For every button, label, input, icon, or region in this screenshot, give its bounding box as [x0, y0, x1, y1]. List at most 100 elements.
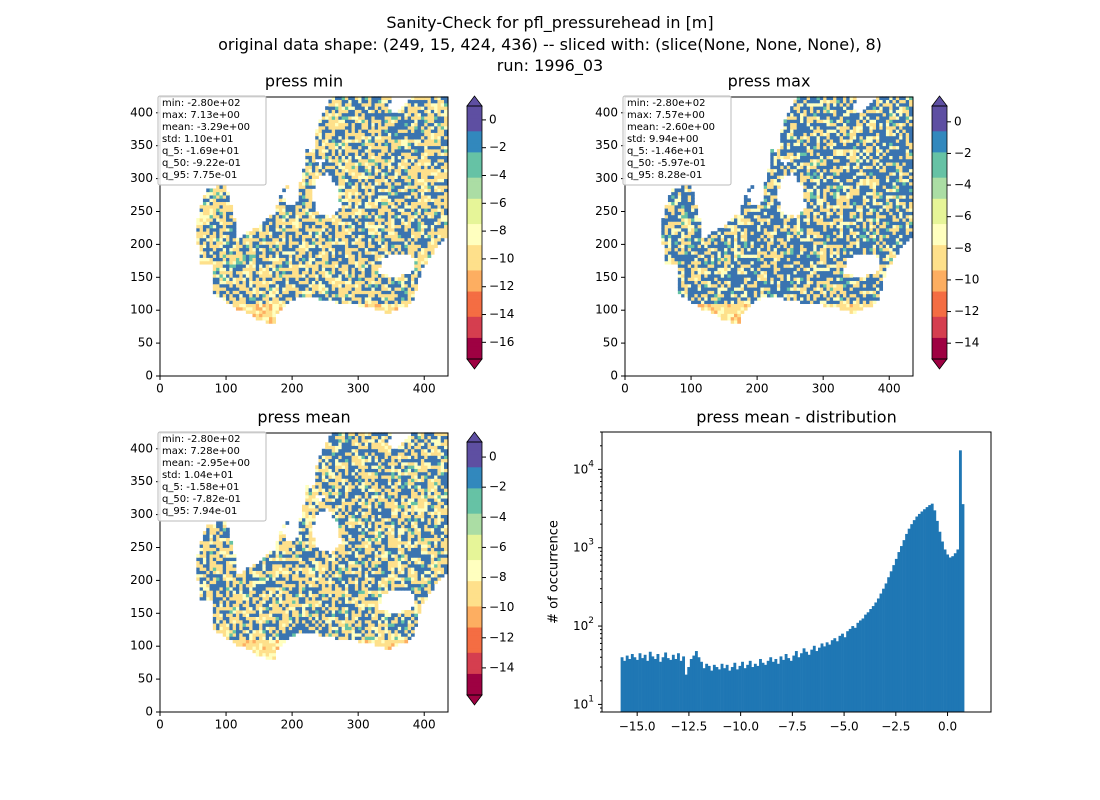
map-cell — [437, 96, 442, 101]
map-cell — [760, 231, 765, 235]
map-cell — [677, 211, 682, 216]
map-cell — [404, 201, 409, 206]
map-cell — [763, 244, 768, 249]
map-cell — [796, 283, 801, 288]
map-cell — [364, 300, 369, 305]
map-cell — [417, 227, 422, 232]
map-cell — [377, 290, 382, 295]
map-cell — [302, 224, 306, 229]
map-cell — [724, 267, 728, 272]
map-cell — [321, 224, 326, 229]
map-cell — [351, 119, 356, 124]
map-cell — [354, 293, 359, 298]
map-cell — [730, 320, 735, 324]
map-cell — [437, 162, 442, 166]
map-cell — [800, 135, 804, 140]
map-cell — [714, 293, 718, 298]
map-cell — [737, 313, 741, 318]
map-cell — [677, 227, 682, 232]
map-cell — [196, 224, 201, 229]
map-cell — [757, 290, 761, 295]
map-cell — [720, 293, 725, 298]
map-cell — [209, 201, 214, 206]
map-cell — [212, 211, 217, 216]
map-cell — [707, 293, 712, 298]
map-cell — [377, 277, 382, 281]
map-cell — [763, 290, 768, 295]
map-cell — [770, 280, 775, 285]
map-cell — [262, 267, 267, 272]
map-cell — [767, 270, 771, 275]
map-cell — [344, 168, 349, 173]
map-cell — [377, 102, 382, 107]
map-cell — [288, 274, 293, 278]
map-cell — [737, 270, 741, 275]
map-cell — [674, 231, 679, 235]
map-cell — [285, 244, 290, 249]
map-cell — [361, 300, 366, 305]
map-cell — [302, 198, 306, 203]
map-cell — [381, 172, 385, 176]
map-cell — [354, 158, 359, 163]
map-cell — [212, 195, 217, 199]
map-cell — [407, 221, 412, 226]
map-cell — [803, 241, 808, 245]
map-cell — [806, 277, 811, 281]
map-cell — [391, 204, 395, 209]
map-cell — [285, 237, 290, 242]
map-cell — [743, 280, 748, 285]
map-cell — [420, 132, 425, 137]
map-cell — [275, 267, 280, 272]
map-cell — [364, 290, 369, 295]
map-cell — [776, 208, 781, 212]
map-cell — [265, 306, 270, 311]
map-cell — [806, 185, 811, 189]
map-cell — [321, 277, 326, 281]
map-cell — [427, 191, 432, 196]
map-cell — [351, 195, 356, 199]
map-cell — [397, 112, 402, 117]
map-cell — [265, 257, 270, 262]
map-cell — [344, 241, 349, 245]
map-cell — [786, 132, 791, 137]
map-cell — [344, 135, 349, 140]
map-cell — [318, 250, 323, 255]
map-cell — [694, 204, 699, 209]
map-cell — [387, 165, 392, 170]
map-cell — [411, 270, 415, 275]
map-cell — [308, 274, 313, 278]
map-cell — [763, 195, 768, 199]
map-cell — [265, 283, 270, 288]
map-cell — [335, 290, 339, 295]
map-cell — [740, 277, 745, 281]
map-cell — [338, 191, 343, 196]
map-cell — [226, 270, 230, 275]
map-cell — [275, 244, 280, 249]
map-cell — [311, 250, 316, 255]
map-cell — [196, 231, 201, 235]
map-cell — [232, 274, 237, 278]
map-cell — [793, 158, 798, 163]
map-cell — [414, 274, 419, 278]
map-cell — [361, 260, 366, 265]
map-cell — [717, 293, 722, 298]
map-cell — [377, 172, 382, 176]
map-cell — [793, 247, 798, 252]
map-cell — [381, 142, 385, 147]
map-cell — [424, 155, 428, 160]
map-cell — [414, 218, 419, 222]
map-cell — [381, 109, 385, 114]
map-cell — [700, 293, 705, 298]
map-cell — [328, 106, 333, 110]
map-cell — [268, 290, 273, 295]
map-cell — [687, 201, 692, 206]
map-cell — [727, 270, 732, 275]
map-cell — [800, 264, 804, 268]
map-cell — [321, 162, 326, 166]
map-cell — [720, 241, 725, 245]
map-cell — [371, 231, 376, 235]
map-cell — [321, 116, 326, 120]
map-cell — [806, 188, 811, 193]
map-cell — [397, 290, 402, 295]
map-cell — [684, 280, 689, 285]
